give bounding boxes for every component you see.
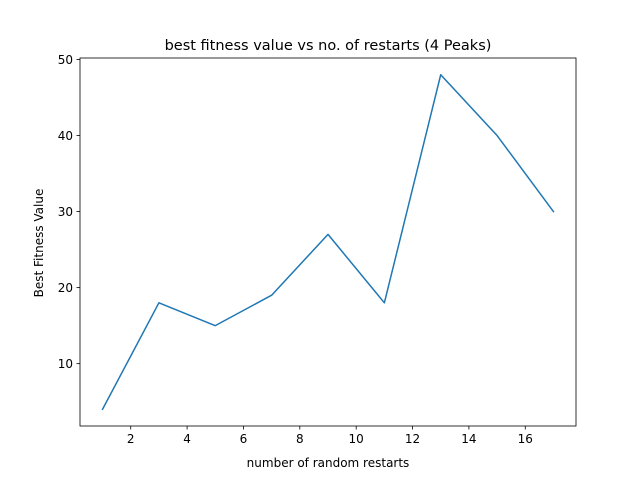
x-axis-label: number of random restarts — [247, 456, 410, 470]
axes-frame — [79, 57, 577, 427]
chart-title: best fitness value vs no. of restarts (4… — [165, 38, 492, 54]
y-tick-label: 10 — [58, 357, 73, 371]
x-tick-label: 8 — [296, 432, 304, 446]
series-line-0 — [101, 73, 555, 411]
x-tick-label: 6 — [240, 432, 248, 446]
y-tick-label: 40 — [58, 129, 73, 143]
x-tick-label: 4 — [183, 432, 191, 446]
x-tick-label: 16 — [518, 432, 533, 446]
y-tick-label: 50 — [58, 53, 73, 67]
y-axis-label: Best Fitness Value — [32, 189, 46, 298]
x-tick-label: 14 — [461, 432, 476, 446]
plot-area: 2 4 6 8 10 12 14 16 10 20 30 40 50 — [58, 53, 577, 446]
y-tick-label: 20 — [58, 281, 73, 295]
y-tick-label: 30 — [58, 205, 73, 219]
x-tick-label: 2 — [127, 432, 135, 446]
x-tick-label: 12 — [405, 432, 420, 446]
x-tick-label: 10 — [349, 432, 364, 446]
